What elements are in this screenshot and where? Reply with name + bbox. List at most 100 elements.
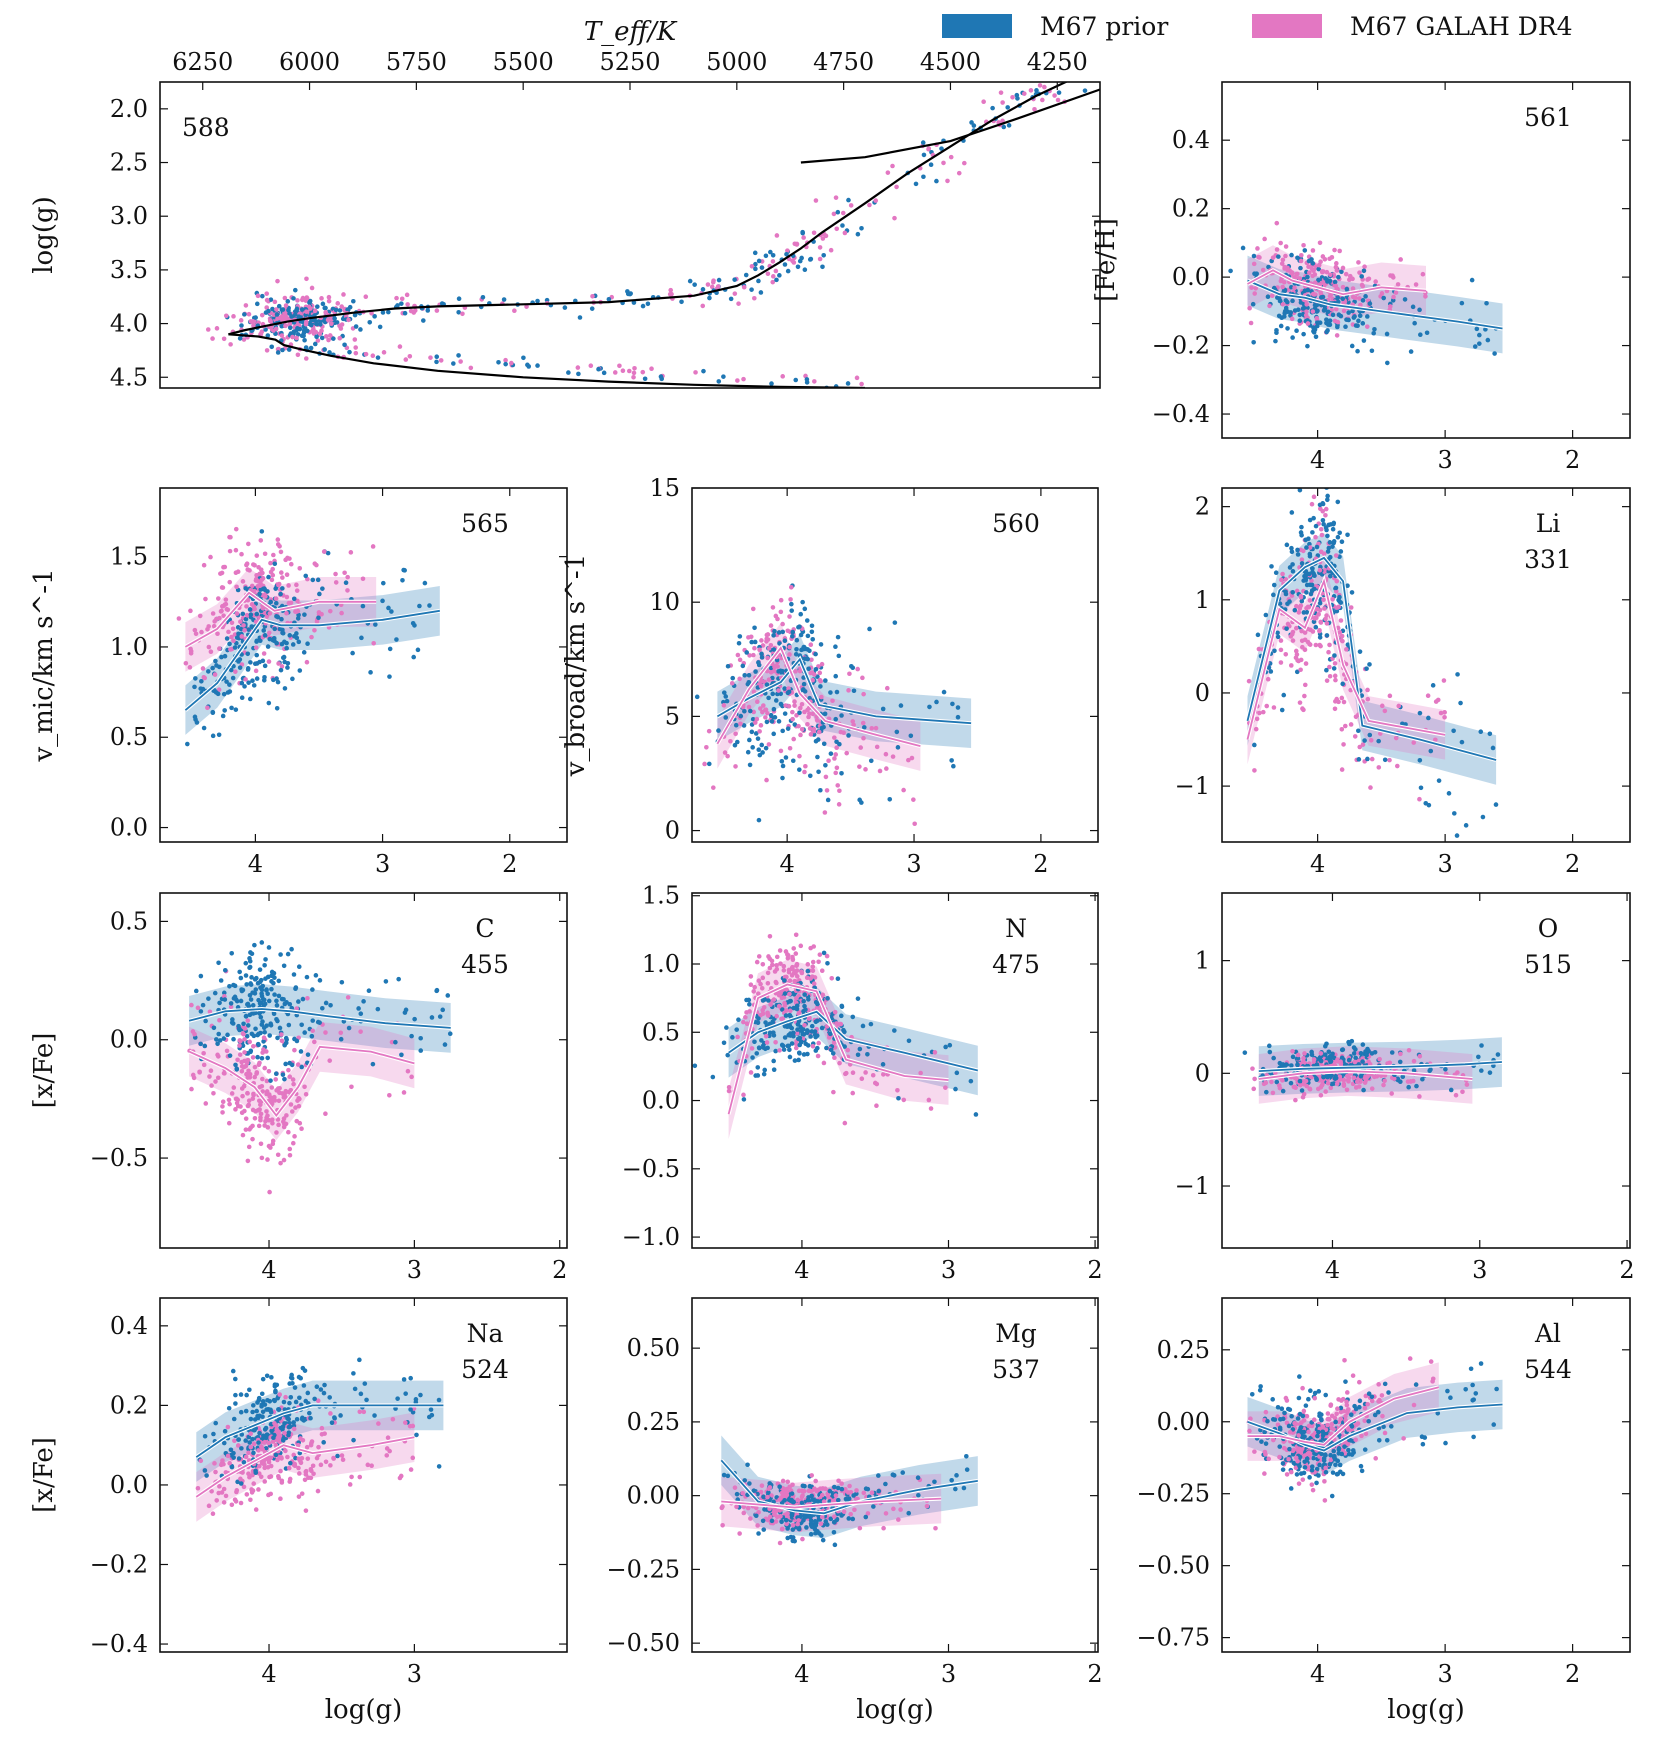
data-point [778,597,784,603]
data-point [1265,676,1271,682]
data-point [785,726,791,731]
data-point [222,708,227,713]
data-point [1442,715,1447,720]
data-point [955,714,961,720]
data-point [1304,309,1309,314]
data-point [233,1107,238,1112]
data-point [716,379,722,384]
data-point [325,550,331,556]
data-point [867,626,872,632]
data-point [1479,1068,1484,1073]
data-point [1305,343,1310,349]
data-point [333,307,339,313]
data-point [1310,309,1316,314]
data-point [1341,699,1347,705]
data-point [302,1084,307,1090]
data-point [1433,737,1438,743]
data-point [1313,615,1319,621]
data-point [241,337,247,342]
data-point [1366,1048,1371,1054]
data-point [338,1030,344,1036]
data-point [1022,91,1027,96]
data-point [779,669,785,675]
data-point [418,1035,423,1041]
data-point [315,304,320,309]
data-point [1295,658,1300,663]
data-point [721,703,727,708]
data-point [749,1046,755,1051]
data-point [359,635,364,641]
data-point [759,985,765,991]
data-point [296,314,302,320]
data-point [284,1113,289,1118]
data-point [246,1471,251,1477]
data-point [1309,501,1315,507]
data-point [217,1038,223,1043]
data-point [261,1039,266,1044]
data-point [776,992,782,998]
data-point [750,1055,755,1060]
data-point [1280,1088,1286,1094]
data-point [858,745,864,750]
data-point [751,652,756,658]
data-point [1284,1062,1289,1067]
data-point [258,567,264,572]
data-point [327,608,333,614]
data-point [782,1000,787,1006]
data-point [285,665,290,670]
data-point [1325,1074,1330,1080]
data-point [260,1089,266,1094]
data-point [815,1045,820,1051]
data-point [207,1074,212,1079]
panel-annotation: 515 [1524,950,1572,979]
data-point [765,271,771,277]
data-point [617,363,622,369]
data-point [250,1096,256,1101]
data-point [314,619,320,624]
data-point [222,1428,228,1434]
data-point [232,1438,237,1444]
data-point [778,691,784,697]
data-point [1311,586,1317,592]
data-point [310,1028,316,1034]
data-point [357,1452,362,1458]
legend-swatch-galah [1252,14,1322,38]
data-point [1297,312,1303,318]
data-point [802,769,807,775]
data-point [296,1374,302,1380]
data-point [229,1502,235,1508]
data-point [237,1038,243,1043]
data-point [1391,294,1396,300]
data-point [752,625,757,631]
data-point [1275,630,1280,636]
data-point [319,335,325,341]
data-point [763,1033,769,1039]
data-point [1255,632,1261,638]
data-point [796,1057,801,1063]
data-point [246,541,251,547]
data-point [1305,639,1311,645]
data-point [741,723,747,728]
data-point [770,259,776,264]
y-tick-label: 4.5 [110,363,148,391]
data-point [847,671,852,677]
data-point [200,1002,206,1008]
data-point [287,1074,293,1080]
data-point [218,571,223,576]
data-point [1328,272,1333,278]
data-point [1350,308,1355,314]
data-point [1028,88,1034,93]
data-point [275,350,281,355]
data-point [1251,1086,1257,1092]
data-point [335,301,341,306]
data-point [1356,728,1361,734]
y-tick-label: 0.5 [110,907,148,935]
data-point [1317,567,1323,573]
data-point [816,769,821,775]
data-point [262,1001,268,1007]
data-point [284,594,290,600]
data-point [779,759,785,764]
isochrone-lower [228,333,866,388]
data-point [367,319,373,325]
